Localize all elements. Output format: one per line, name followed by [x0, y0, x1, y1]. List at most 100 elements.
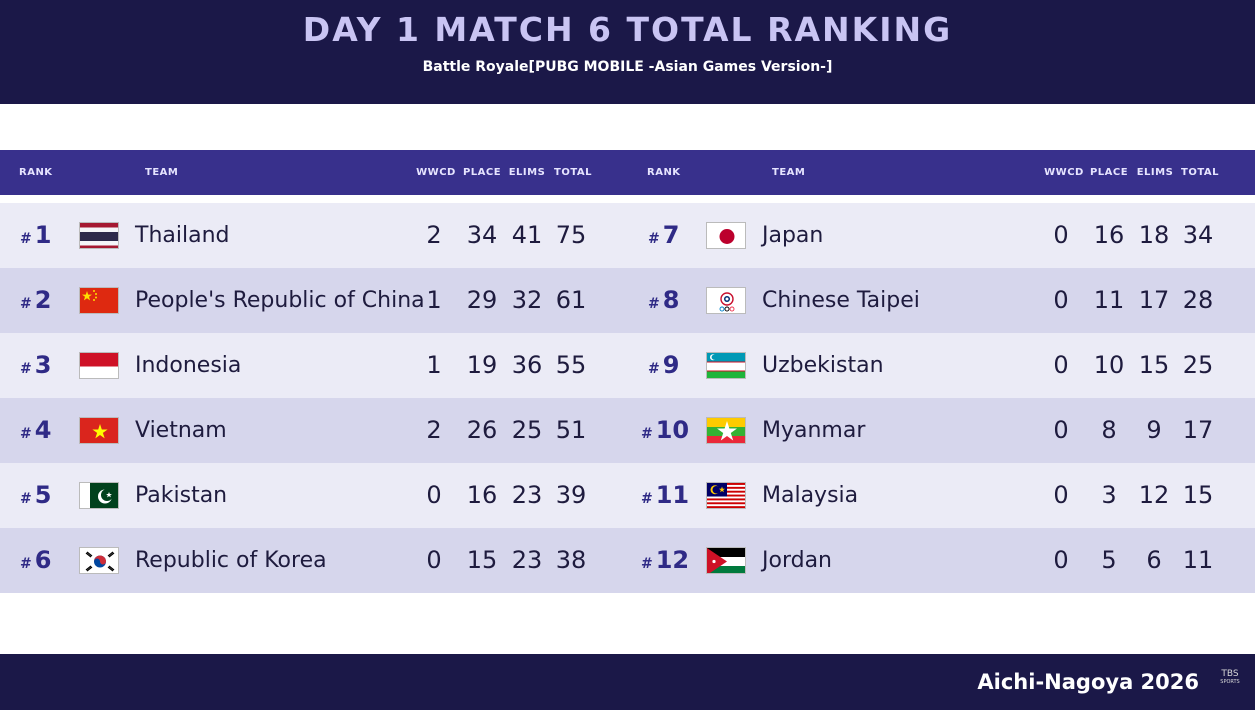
team-name: Japan — [762, 223, 824, 248]
elims-value: 6 — [1146, 546, 1162, 574]
place-value: 5 — [1101, 546, 1117, 574]
rank-value: 3 — [34, 351, 52, 379]
rank-number: #10 — [641, 398, 689, 463]
rank-value: 12 — [655, 546, 690, 574]
china-flag — [79, 287, 119, 314]
wwcd-value: 0 — [1053, 221, 1069, 249]
col-rank-left: RANK — [19, 167, 53, 178]
rank-hash-symbol: # — [648, 296, 660, 312]
table-row: #5 Pakistan 0 16 23 39 #11 Malaysia 0 3 12 15 — [0, 463, 1255, 528]
elims-value: 12 — [1138, 481, 1170, 509]
jordan-flag — [706, 547, 746, 574]
rank-hash-symbol: # — [641, 491, 653, 507]
elims-value: 18 — [1138, 221, 1170, 249]
total-value: 75 — [555, 221, 587, 249]
table-row: #2 People's Republic of China 1 29 32 61 #8 Chi… — [0, 268, 1255, 333]
rank-hash-symbol: # — [20, 361, 32, 377]
rank-hash-symbol: # — [20, 296, 32, 312]
rank-value: 11 — [655, 481, 690, 509]
elims-value: 25 — [511, 416, 543, 444]
rank-hash-symbol: # — [641, 556, 653, 572]
rank-number: #4 — [20, 398, 51, 463]
rank-hash-symbol: # — [648, 231, 660, 247]
elims-value: 23 — [511, 546, 543, 574]
elims-value: 9 — [1146, 416, 1162, 444]
col-wwcd-left: WWCD — [416, 167, 456, 178]
rank-value: 2 — [34, 286, 52, 314]
total-value: 25 — [1182, 351, 1214, 379]
total-value: 39 — [555, 481, 587, 509]
team-name: Jordan — [762, 548, 832, 573]
team-name: Uzbekistan — [762, 353, 884, 378]
place-value: 16 — [466, 481, 498, 509]
team-name: Vietnam — [135, 418, 227, 443]
rank-value: 9 — [662, 351, 680, 379]
total-value: 34 — [1182, 221, 1214, 249]
wwcd-value: 1 — [426, 286, 442, 314]
uzbekistan-flag — [706, 352, 746, 379]
rank-number: #3 — [20, 333, 51, 398]
thailand-flag — [79, 222, 119, 249]
col-total-right: TOTAL — [1181, 167, 1219, 178]
rank-value: 10 — [655, 416, 690, 444]
table-row: #3 Indonesia 1 19 36 55 #9 Uzbekistan 0 10 15 25 — [0, 333, 1255, 398]
rank-number: #7 — [648, 203, 679, 268]
page-subtitle: Battle Royale[PUBG MOBILE -Asian Games V… — [422, 59, 833, 75]
rank-number: #5 — [20, 463, 51, 528]
wwcd-value: 1 — [426, 351, 442, 379]
col-elims-right: ELIMS — [1136, 167, 1174, 178]
team-name: Pakistan — [135, 483, 228, 508]
table-row: #4 Vietnam 2 26 25 51 #10 Myanmar 0 8 9 17 — [0, 398, 1255, 463]
team-name: Republic of Korea — [135, 548, 327, 573]
rank-value: 1 — [34, 221, 52, 249]
table-row: #6 Republic of Korea 0 15 23 38 #12 Jordan 0 5 6 11 — [0, 528, 1255, 593]
logo-main-text: TBS — [1221, 669, 1239, 679]
pakistan-flag — [79, 482, 119, 509]
wwcd-value: 0 — [1053, 546, 1069, 574]
rank-hash-symbol: # — [641, 426, 653, 442]
rank-number: #9 — [648, 333, 679, 398]
rank-value: 6 — [34, 546, 52, 574]
wwcd-value: 0 — [1053, 416, 1069, 444]
rank-value: 7 — [662, 221, 680, 249]
team-name: Myanmar — [762, 418, 866, 443]
team-name: People's Republic of China — [135, 288, 425, 313]
total-value: 15 — [1182, 481, 1214, 509]
total-value: 11 — [1182, 546, 1214, 574]
rank-value: 8 — [662, 286, 680, 314]
tbs-sports-logo: TBS SPORTS — [1217, 669, 1243, 685]
column-header-bar: RANK TEAM WWCD PLACE ELIMS TOTAL RANK TE… — [0, 150, 1255, 195]
chinese-taipei-flag — [706, 287, 746, 314]
rank-number: #8 — [648, 268, 679, 333]
wwcd-value: 2 — [426, 221, 442, 249]
place-value: 15 — [466, 546, 498, 574]
place-value: 10 — [1093, 351, 1125, 379]
wwcd-value: 0 — [1053, 286, 1069, 314]
logo-sub-text: SPORTS — [1220, 679, 1240, 685]
rank-hash-symbol: # — [20, 491, 32, 507]
header-banner: DAY 1 MATCH 6 TOTAL RANKING Battle Royal… — [0, 0, 1255, 104]
rank-hash-symbol: # — [20, 556, 32, 572]
vietnam-flag — [79, 417, 119, 444]
wwcd-value: 0 — [1053, 481, 1069, 509]
total-value: 51 — [555, 416, 587, 444]
place-value: 16 — [1093, 221, 1125, 249]
indonesia-flag — [79, 352, 119, 379]
elims-value: 17 — [1138, 286, 1170, 314]
total-value: 61 — [555, 286, 587, 314]
elims-value: 23 — [511, 481, 543, 509]
team-name: Malaysia — [762, 483, 859, 508]
rank-number: #11 — [641, 463, 689, 528]
elims-value: 36 — [511, 351, 543, 379]
col-rank-right: RANK — [647, 167, 681, 178]
elims-value: 15 — [1138, 351, 1170, 379]
total-value: 55 — [555, 351, 587, 379]
table-row: #1 Thailand 2 34 41 75 #7 Japan 0 16 18 34 — [0, 203, 1255, 268]
col-team-right: TEAM — [772, 167, 806, 178]
team-name: Indonesia — [135, 353, 242, 378]
col-team-left: TEAM — [145, 167, 179, 178]
col-total-left: TOTAL — [554, 167, 592, 178]
rank-hash-symbol: # — [648, 361, 660, 377]
myanmar-flag — [706, 417, 746, 444]
wwcd-value: 0 — [426, 481, 442, 509]
